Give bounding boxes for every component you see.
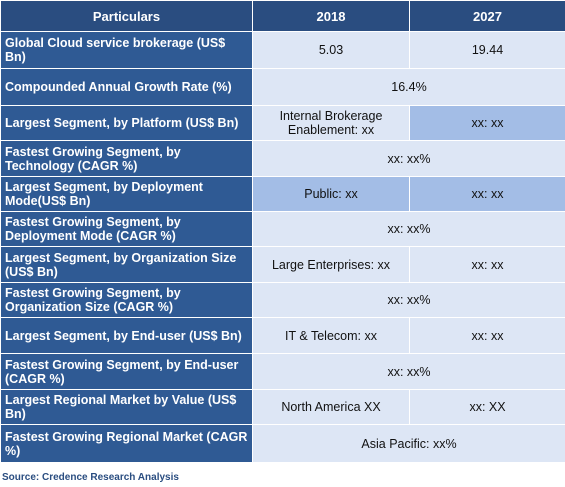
row-label: Largest Segment, by Platform (US$ Bn) bbox=[0, 105, 253, 141]
cell-2018: Internal Brokerage Enablement: xx bbox=[252, 105, 410, 141]
cell-2027: 19.44 bbox=[409, 31, 565, 69]
table-row: Largest Segment, by End-user (US$ Bn) IT… bbox=[0, 317, 565, 354]
table-row: Largest Segment, by Organization Size (U… bbox=[0, 246, 565, 283]
table-row: Fastest Growing Segment, by Technology (… bbox=[0, 140, 565, 177]
source-caption: Source: Credence Research Analysis bbox=[2, 472, 179, 483]
cell-2018: IT & Telecom: xx bbox=[252, 317, 410, 354]
row-label: Fastest Growing Segment, by Organization… bbox=[0, 282, 253, 318]
row-label: Largest Segment, by Deployment Mode(US$ … bbox=[0, 176, 253, 212]
cell-2027: xx: XX bbox=[409, 389, 565, 425]
row-label: Largest Segment, by End-user (US$ Bn) bbox=[0, 317, 253, 354]
row-label: Fastest Growing Regional Market (CAGR %) bbox=[0, 424, 253, 463]
header-2018: 2018 bbox=[252, 0, 410, 32]
row-label: Fastest Growing Segment, by End-user (CA… bbox=[0, 353, 253, 390]
cell-merged: xx: xx% bbox=[252, 282, 565, 318]
table-row: Fastest Growing Segment, by Deployment M… bbox=[0, 211, 565, 247]
cell-2018: 5.03 bbox=[252, 31, 410, 69]
cell-merged: 16.4% bbox=[252, 68, 565, 106]
table-row: Fastest Growing Segment, by End-user (CA… bbox=[0, 353, 565, 390]
cell-2027: xx: xx bbox=[409, 246, 565, 283]
cell-2027: xx: xx bbox=[409, 105, 565, 141]
header-particulars: Particulars bbox=[0, 0, 253, 32]
table-row: Fastest Growing Segment, by Organization… bbox=[0, 282, 565, 318]
row-label: Global Cloud service brokerage (US$ Bn) bbox=[0, 31, 253, 69]
cell-merged: xx: xx% bbox=[252, 140, 565, 177]
row-label: Fastest Growing Segment, by Technology (… bbox=[0, 140, 253, 177]
row-label: Largest Regional Market by Value (US$ Bn… bbox=[0, 389, 253, 425]
cell-2018: Large Enterprises: xx bbox=[252, 246, 410, 283]
table-row: Largest Regional Market by Value (US$ Bn… bbox=[0, 389, 565, 425]
table-row: Global Cloud service brokerage (US$ Bn) … bbox=[0, 31, 565, 69]
header-2027: 2027 bbox=[409, 0, 565, 32]
row-label: Compounded Annual Growth Rate (%) bbox=[0, 68, 253, 106]
cell-merged: xx: xx% bbox=[252, 211, 565, 247]
table-row: Fastest Growing Regional Market (CAGR %)… bbox=[0, 424, 565, 463]
cell-merged: Asia Pacific: xx% bbox=[252, 424, 565, 463]
cell-merged: xx: xx% bbox=[252, 353, 565, 390]
row-label: Largest Segment, by Organization Size (U… bbox=[0, 246, 253, 283]
table-row: Compounded Annual Growth Rate (%) 16.4% bbox=[0, 68, 565, 106]
row-label: Fastest Growing Segment, by Deployment M… bbox=[0, 211, 253, 247]
cell-2027: xx: xx bbox=[409, 176, 565, 212]
header-row: Particulars 2018 2027 bbox=[0, 0, 565, 32]
cell-2018: Public: xx bbox=[252, 176, 410, 212]
table-row: Largest Segment, by Deployment Mode(US$ … bbox=[0, 176, 565, 212]
cell-2018: North America XX bbox=[252, 389, 410, 425]
table-row: Largest Segment, by Platform (US$ Bn) In… bbox=[0, 105, 565, 141]
cell-2027: xx: xx bbox=[409, 317, 565, 354]
summary-table: Particulars 2018 2027 Global Cloud servi… bbox=[0, 0, 565, 463]
